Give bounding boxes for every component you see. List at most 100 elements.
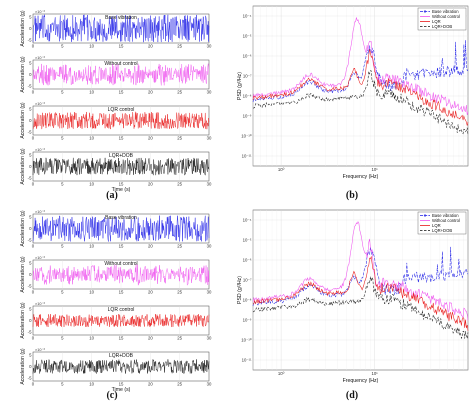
y-multiplier: ×10⁻³ — [35, 256, 45, 260]
x-tick-label: 25 — [177, 136, 182, 141]
y-tick-label: 10⁻⁸ — [243, 298, 252, 303]
panel-b-psd-chart: 10⁻⁴ 10⁻⁵ 10⁻⁶ 10⁻⁷ 10⁻⁸ 10⁻⁹ 10⁻¹⁰ 10⁻¹¹ 10⁰ 10¹… — [237, 5, 469, 180]
legend-marker — [423, 10, 427, 13]
y-tick-label: -5 — [28, 130, 32, 135]
y-tick-label: -5 — [28, 84, 32, 89]
psd-line-base-vibration — [252, 246, 469, 307]
x-tick-label: 5 — [61, 44, 64, 49]
y-tick-label: 10⁻⁴ — [243, 14, 252, 19]
y-tick-label: 0 — [29, 364, 32, 369]
y-tick-label: 5 — [29, 215, 32, 220]
x-tick-label: 0 — [32, 136, 35, 141]
x-tick-label: 15 — [119, 244, 124, 249]
legend-entry: Base vibration — [432, 9, 459, 14]
y-tick-label: 5 — [29, 261, 32, 266]
signal-line — [32, 359, 210, 375]
legend-marker — [423, 214, 427, 217]
psd-line-lqr-dob — [252, 70, 469, 135]
signal-line — [32, 215, 210, 242]
subplot-title: LQR control — [108, 107, 135, 113]
y-axis-label: Acceleration (g) — [20, 256, 26, 293]
y-tick-label: 5 — [29, 353, 32, 358]
x-tick-label: 5 — [61, 290, 64, 295]
y-tick-label: -5 — [28, 238, 32, 243]
legend-box — [417, 211, 467, 235]
y-tick-label: -5 — [28, 284, 32, 289]
x-tick-label: 0 — [32, 244, 35, 249]
x-tick-label: 20 — [148, 90, 153, 95]
x-tick-label: 10⁰ — [278, 167, 285, 172]
x-tick-label: 5 — [61, 382, 64, 387]
x-tick-label: 10 — [89, 290, 94, 295]
y-tick-label: 10⁻⁷ — [243, 278, 252, 283]
x-tick-label: 15 — [119, 44, 124, 49]
x-tick-label: 20 — [148, 382, 153, 387]
x-tick-label: 5 — [61, 336, 64, 341]
x-tick-label: 0 — [32, 336, 35, 341]
x-tick-label: 10 — [89, 244, 94, 249]
subplot-title: Base vibration — [105, 15, 137, 21]
plot-frame — [252, 209, 469, 371]
x-tick-label: 25 — [177, 44, 182, 49]
y-axis-label: PSD (g²/Hz) — [237, 72, 243, 100]
x-tick-label: 20 — [148, 136, 153, 141]
x-tick-label: 10¹ — [371, 167, 378, 172]
panel-d-psd-chart: 10⁻⁴ 10⁻⁵ 10⁻⁶ 10⁻⁷ 10⁻⁸ 10⁻⁹ 10⁻¹⁰ 10⁻¹¹ 10⁰ 10¹… — [237, 209, 469, 384]
psd-line-without-control — [252, 221, 469, 321]
x-tick-label: 0 — [32, 182, 35, 187]
psd-line-lqr — [252, 49, 469, 126]
signal-line — [32, 111, 210, 130]
psd-line-lqr — [252, 255, 469, 331]
y-tick-label: -5 — [28, 38, 32, 43]
x-tick-label: 25 — [177, 336, 182, 341]
x-axis-label: Frequency (Hz) — [343, 174, 379, 180]
x-tick-label: 20 — [148, 336, 153, 341]
y-tick-label: 10⁻⁶ — [243, 258, 252, 263]
x-tick-label: 30 — [207, 336, 212, 341]
x-tick-label: 25 — [177, 382, 182, 387]
x-tick-label: 25 — [177, 90, 182, 95]
x-tick-label: 30 — [207, 290, 212, 295]
x-tick-label: 5 — [61, 136, 64, 141]
y-tick-label: 5 — [29, 107, 32, 112]
y-tick-label: -5 — [28, 376, 32, 381]
y-tick-label: 5 — [29, 307, 32, 312]
x-tick-label: 30 — [207, 182, 212, 187]
x-tick-label: 30 — [207, 382, 212, 387]
y-tick-label: 10⁻⁴ — [243, 218, 252, 223]
y-axis-label: Acceleration (g) — [20, 348, 26, 385]
subplot-title: LQR control — [108, 307, 135, 313]
x-tick-label: 10 — [89, 336, 94, 341]
x-tick-label: 10⁰ — [278, 371, 285, 376]
y-tick-label: 10⁻¹⁰ — [241, 338, 251, 343]
x-tick-label: 30 — [207, 244, 212, 249]
subplot-title: LQR+DOB — [109, 153, 134, 159]
subplot-title: Base vibration — [105, 215, 137, 221]
y-multiplier: ×10⁻³ — [35, 302, 45, 306]
y-tick-label: 5 — [29, 15, 32, 20]
x-tick-label: 30 — [207, 44, 212, 49]
y-tick-label: 10⁻⁶ — [243, 54, 252, 59]
y-axis-label: Acceleration (g) — [20, 102, 26, 139]
caption-b: (b) — [346, 190, 358, 201]
x-tick-label: 10¹ — [371, 371, 378, 376]
legend-entry: LQR+DOB — [432, 24, 452, 29]
subplot-title: Without control — [104, 61, 137, 67]
x-tick-label: 20 — [148, 290, 153, 295]
signal-line — [32, 157, 210, 176]
x-tick-label: 25 — [177, 244, 182, 249]
y-tick-label: 0 — [29, 118, 32, 123]
x-tick-label: 15 — [119, 336, 124, 341]
y-tick-label: 10⁻⁵ — [243, 34, 252, 39]
x-tick-label: 15 — [119, 136, 124, 141]
x-tick-label: 15 — [119, 290, 124, 295]
legend-entry: Base vibration — [432, 213, 459, 218]
x-tick-label: 25 — [177, 182, 182, 187]
x-tick-label: 0 — [32, 382, 35, 387]
